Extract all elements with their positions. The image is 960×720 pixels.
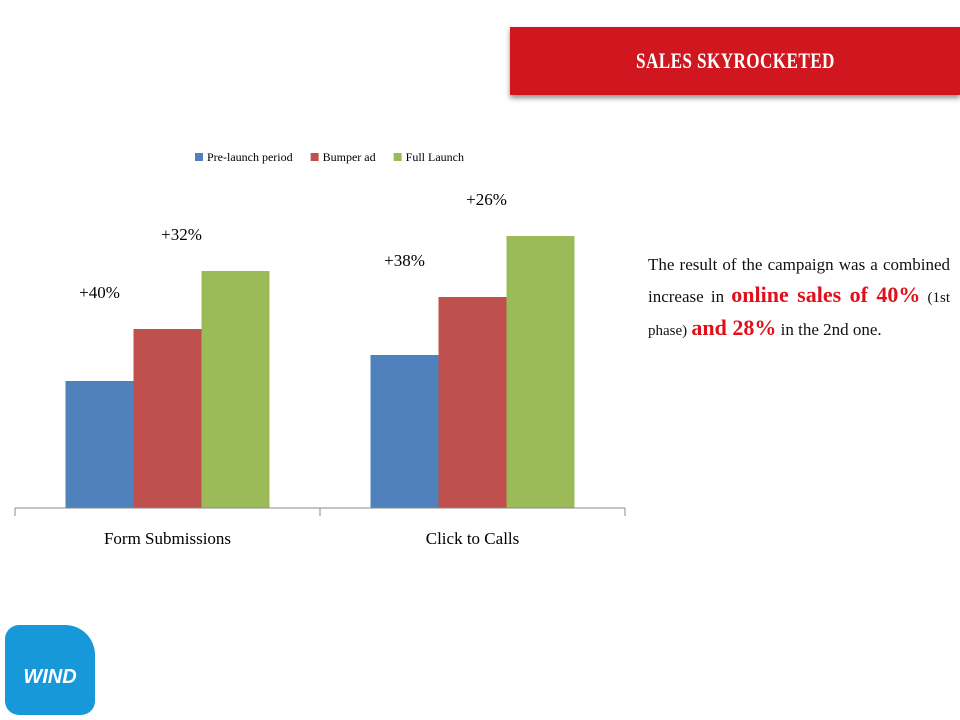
bar	[506, 236, 575, 508]
bar	[370, 355, 439, 508]
text: (1st phase)	[648, 290, 951, 339]
text: in the 2nd one.	[780, 320, 882, 339]
legend-label: Full Launch	[406, 150, 464, 164]
logo: WIND	[5, 625, 95, 715]
annotation: +32%	[161, 225, 202, 244]
legend-label: Pre-launch period	[207, 150, 293, 164]
highlight: and 28%	[691, 315, 777, 340]
legend-swatch	[310, 153, 319, 161]
bar	[438, 297, 507, 508]
highlight: online sales of 40%	[731, 282, 921, 307]
legend-label: Bumper ad	[323, 150, 376, 164]
annotation: +38%	[384, 251, 425, 270]
slide-title: SALES SKYROCKETED	[635, 48, 835, 73]
summary-text: The result of the campaign was a combine…	[648, 250, 950, 346]
title-banner: SALES SKYROCKETED	[510, 27, 960, 95]
annotation: +26%	[466, 190, 507, 209]
legend-swatch	[393, 153, 402, 161]
bar	[133, 329, 202, 508]
annotation: +40%	[79, 283, 120, 302]
x-tick-label: Click to Calls	[426, 529, 520, 548]
bar	[201, 271, 270, 508]
bar	[65, 381, 134, 508]
text: The result of the campaign was a combine…	[648, 255, 950, 306]
chart: Pre-launch period Bumper ad Full Launch For…	[14, 150, 626, 548]
x-tick-label: Form Submissions	[104, 529, 231, 548]
logo-text: WIND	[23, 665, 77, 688]
legend-swatch	[195, 153, 203, 161]
